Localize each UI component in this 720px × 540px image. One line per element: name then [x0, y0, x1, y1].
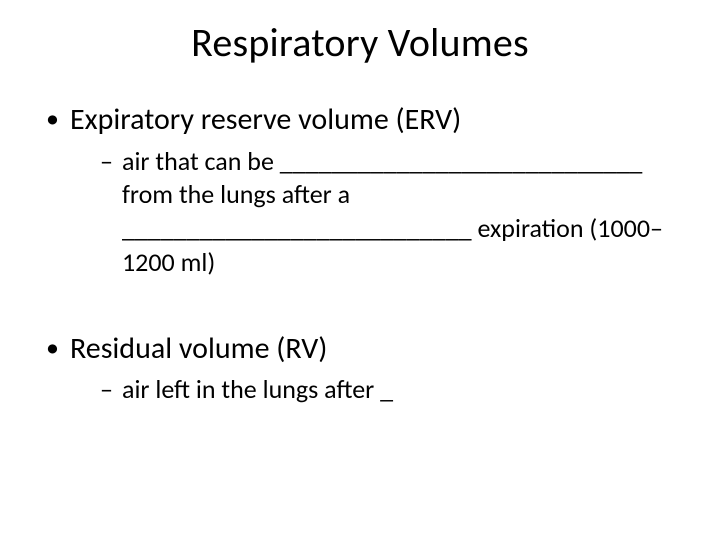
slide: Respiratory Volumes Expiratory reserve v…	[0, 0, 720, 540]
bullet-text: Residual volume (RV)	[70, 330, 327, 367]
slide-content: Expiratory reserve volume (ERV) air that…	[40, 101, 680, 407]
sub-bullet-item: air left in the lungs after _	[100, 373, 680, 407]
slide-title: Respiratory Volumes	[40, 18, 680, 67]
bullet-item: Residual volume (RV) air left in the lun…	[44, 330, 680, 407]
bullet-text: Expiratory reserve volume (ERV)	[70, 101, 461, 138]
sub-bullet-item: air that can be ________________________…	[100, 145, 680, 280]
sub-bullet-list: air that can be ________________________…	[70, 145, 680, 280]
bullet-list: Expiratory reserve volume (ERV) air that…	[44, 101, 680, 280]
bullet-item: Expiratory reserve volume (ERV) air that…	[44, 101, 680, 280]
bullet-list: Residual volume (RV) air left in the lun…	[44, 330, 680, 407]
sub-bullet-list: air left in the lungs after _	[70, 373, 680, 407]
spacer	[44, 294, 680, 330]
sub-bullet-text: air left in the lungs after _	[122, 373, 393, 405]
sub-bullet-text: air that can be ________________________…	[122, 145, 663, 278]
